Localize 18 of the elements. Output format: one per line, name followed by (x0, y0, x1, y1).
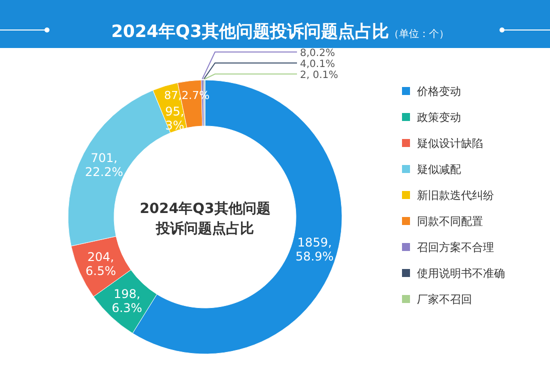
legend-label: 价格变动 (416, 85, 461, 98)
legend-label: 厂家不召回 (417, 293, 472, 306)
legend-label: 使用说明书不准确 (417, 267, 505, 280)
legend-label: 政策变动 (417, 111, 461, 124)
data-label: 2, 0.1% (300, 70, 338, 81)
data-label: 8,0.2% (300, 48, 335, 59)
chart-subtitle: （单位：个） (388, 28, 449, 40)
legend-label: 同款不同配置 (417, 215, 483, 228)
legend-label: 疑似减配 (417, 163, 461, 176)
legend-label: 疑似设计缺陷 (417, 137, 483, 150)
data-label: 4,0.1% (300, 59, 335, 70)
data-label: 198, 6.3% (112, 287, 142, 316)
legend-label: 新旧款迭代纠纷 (417, 189, 494, 202)
data-label: 1859, 58.9% (296, 235, 334, 264)
data-label: 204, 6.5% (86, 250, 116, 278)
data-label: 701, 22.2% (85, 151, 124, 180)
legend-label: 召回方案不合理 (417, 241, 494, 254)
text: 2024年Q3其他问题投诉问题点占比 (140, 201, 270, 237)
